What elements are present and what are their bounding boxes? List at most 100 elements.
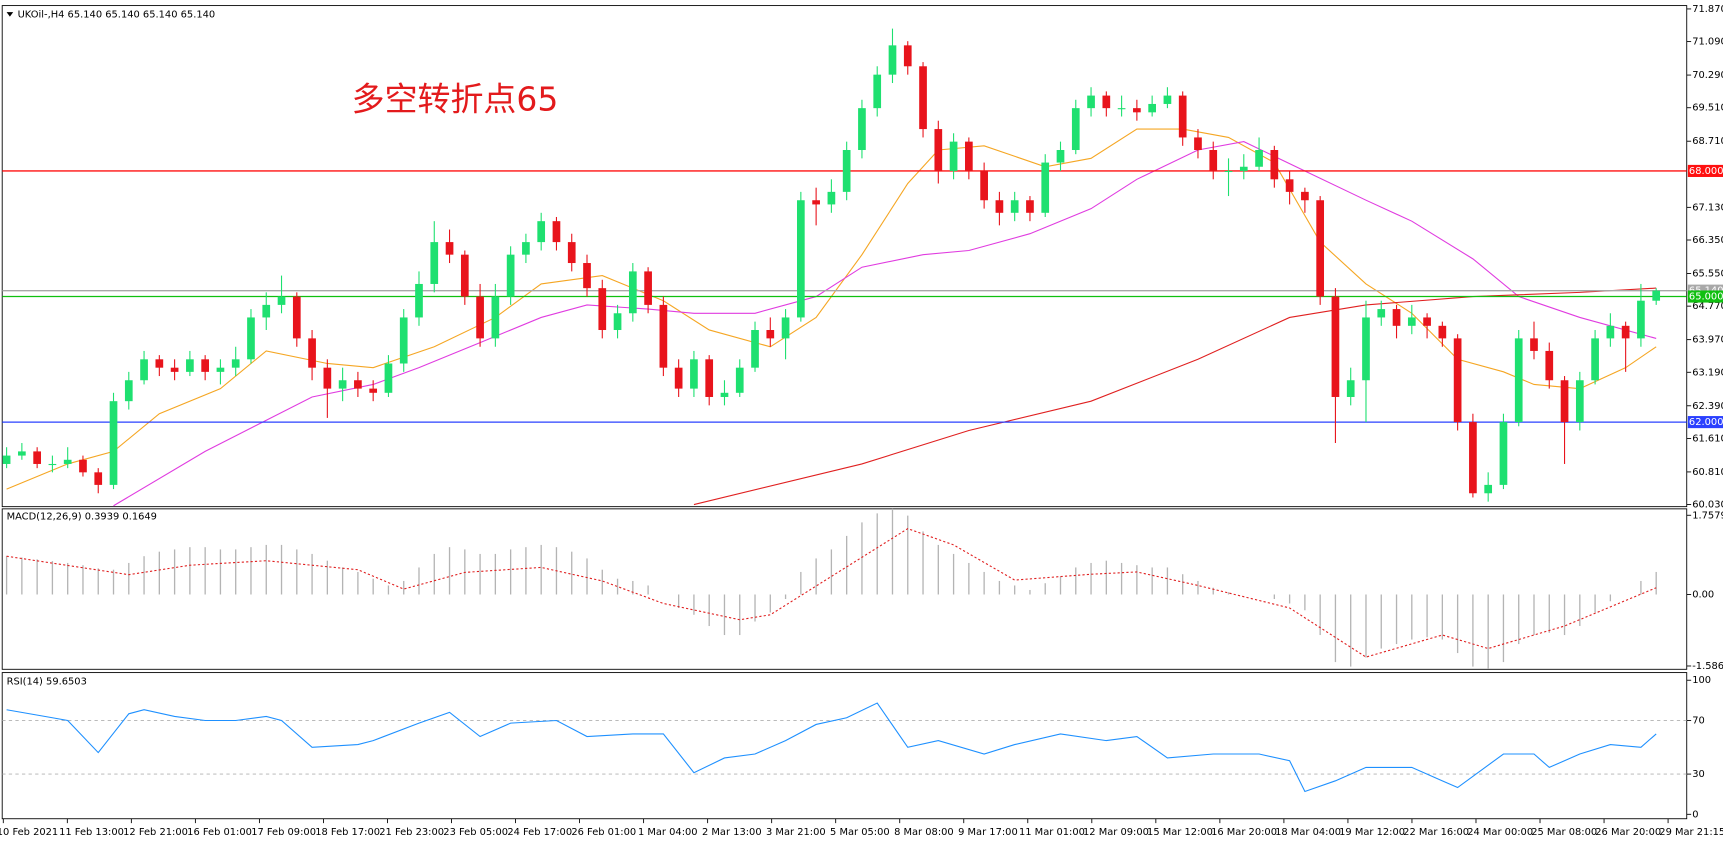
candle-body <box>124 380 133 402</box>
main-panel-frame <box>1 5 1688 508</box>
candle-body <box>705 359 714 397</box>
candle-body <box>1560 380 1569 423</box>
x-tick-label: 16 Mar 20:00 <box>1211 827 1277 838</box>
x-tick-label: 3 Mar 21:00 <box>766 827 826 838</box>
candle-body <box>858 108 866 151</box>
level-label-box <box>1687 290 1723 303</box>
y-tick-label: 66.350 <box>1692 235 1723 246</box>
x-tick-label: 24 Feb 17:00 <box>507 827 572 838</box>
candle-body <box>506 254 515 297</box>
candle-body <box>140 359 148 381</box>
candle-body <box>1621 325 1630 339</box>
candle-body <box>1423 317 1431 326</box>
candle-body <box>460 254 469 297</box>
candle-body <box>842 150 851 192</box>
candle-body <box>109 401 118 485</box>
candle-body <box>1194 137 1202 151</box>
y-tick-label: 63.970 <box>1692 335 1723 346</box>
candle-body <box>1056 150 1065 163</box>
y-tick-label: 60.810 <box>1692 467 1723 478</box>
y-tick-label: 30 <box>1692 769 1705 780</box>
x-tick-label: 22 Mar 16:00 <box>1403 827 1469 838</box>
candle-body <box>1026 200 1034 213</box>
candle-body <box>781 317 790 339</box>
x-tick-label: 11 Feb 13:00 <box>59 827 124 838</box>
candle-body <box>735 367 744 393</box>
candle-body <box>1010 200 1019 213</box>
candle-body <box>1041 162 1050 213</box>
x-tick-label: 16 Feb 01:00 <box>187 827 252 838</box>
candle-body <box>995 200 1004 213</box>
candle-body <box>903 45 912 67</box>
y-tick-label: 68.710 <box>1692 136 1723 147</box>
y-tick-label: 71.870 <box>1692 4 1723 15</box>
candle-body <box>1591 338 1599 381</box>
candle-body <box>445 242 454 255</box>
macd-panel-frame <box>1 508 1688 670</box>
x-tick-label: 21 Feb 23:00 <box>379 827 444 838</box>
candle-body <box>399 317 408 364</box>
candle-body <box>567 242 576 264</box>
candle-body <box>720 392 729 397</box>
candle-body <box>338 380 347 389</box>
candle-body <box>1178 95 1187 138</box>
y-tick-label: 67.130 <box>1692 202 1723 213</box>
candle-body <box>827 191 836 205</box>
y-tick-label: 69.510 <box>1692 103 1723 114</box>
y-tick-label: 64.770 <box>1692 301 1723 312</box>
x-tick-label: 11 Mar 01:00 <box>1019 827 1085 838</box>
x-tick-label: 24 Mar 00:00 <box>1467 827 1533 838</box>
level-label-box <box>1687 164 1723 177</box>
candle-body <box>690 359 698 389</box>
candle-body <box>384 363 393 393</box>
x-tick-label: 8 Mar 08:00 <box>894 827 954 838</box>
candle-body <box>659 304 668 368</box>
candle-body <box>1285 179 1294 192</box>
candle-body <box>18 451 26 456</box>
y-tick-label: 60.030 <box>1692 500 1723 511</box>
candle-body <box>1575 380 1584 423</box>
candle-body <box>1514 338 1523 423</box>
candle-body <box>1484 484 1493 494</box>
level-label: 65.000 <box>1689 292 1723 303</box>
candle-body <box>247 317 255 360</box>
candle-body <box>1163 95 1172 104</box>
candle-body <box>170 367 179 372</box>
candle-body <box>965 141 973 171</box>
candle-body <box>949 141 958 171</box>
candle-body <box>1652 290 1661 301</box>
candle-body <box>201 359 210 372</box>
level-label: 62.000 <box>1689 417 1723 428</box>
candle-body <box>613 313 622 331</box>
candle-body <box>262 304 271 318</box>
candle-body <box>537 221 546 243</box>
annotation: 多空转折点65 <box>352 80 559 119</box>
x-tick-label: 10 Feb 2021 <box>0 827 58 838</box>
candle-body <box>1453 338 1462 423</box>
candle-body <box>491 296 500 339</box>
candle-body <box>598 288 607 331</box>
candle-body <box>94 472 103 485</box>
candle-body <box>430 242 439 284</box>
candle-body <box>48 463 57 466</box>
candle-body <box>1255 150 1263 167</box>
candle-body <box>216 367 225 372</box>
x-tick-label: 2 Mar 13:00 <box>702 827 762 838</box>
x-tick-label: 25 Mar 08:00 <box>1531 827 1597 838</box>
candle-body <box>1148 103 1156 113</box>
x-tick-label: 17 Feb 09:00 <box>251 827 316 838</box>
candle-body <box>812 200 820 205</box>
y-tick-label: 100 <box>1692 675 1711 686</box>
candle-body <box>934 129 943 171</box>
candle-body <box>644 271 652 305</box>
symbol-header: UKOil-,H4 65.140 65.140 65.140 65.140 <box>18 9 216 20</box>
menu-arrow[interactable] <box>6 12 14 17</box>
candle-body <box>476 296 484 339</box>
candle-body <box>751 330 759 368</box>
rsi-line <box>6 702 1657 793</box>
candle-body <box>1362 317 1370 381</box>
candle-body <box>1133 108 1141 113</box>
candle-body <box>308 338 316 368</box>
x-tick-label: 1 Mar 04:00 <box>638 827 698 838</box>
